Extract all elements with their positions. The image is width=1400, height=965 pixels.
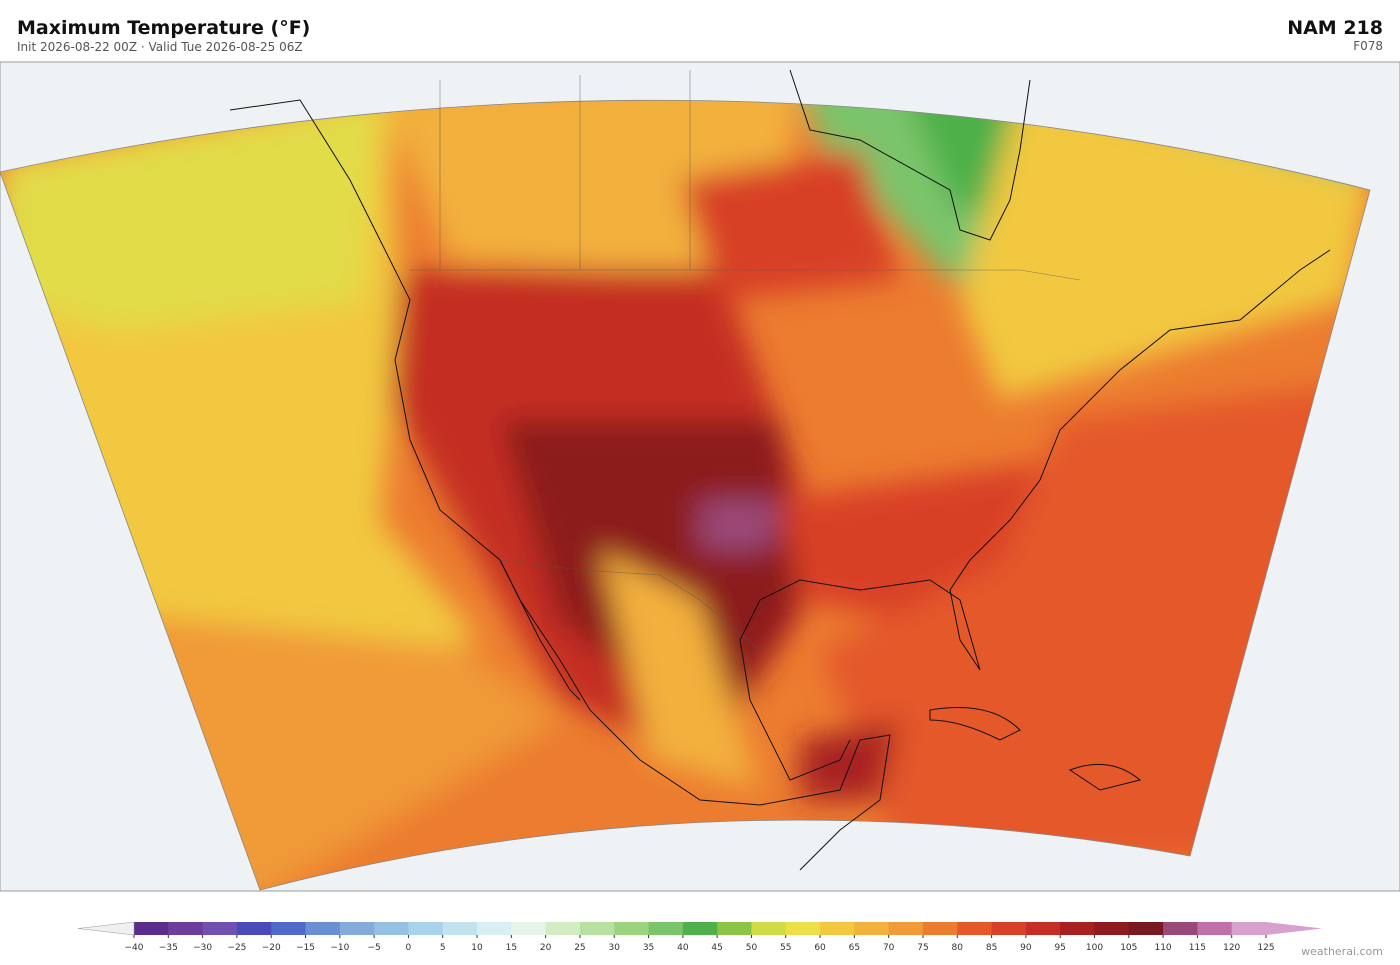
colorbar-tick-label: −20	[262, 943, 281, 953]
colorbar-tick-label: 5	[440, 943, 446, 953]
colorbar-tick-label: 70	[883, 943, 895, 953]
colorbar-bin	[1060, 922, 1095, 935]
colorbar: −40 −35 −30 −25 −20 −15 −10 −5 0 5 10 15 20 25 30 35 40 4…	[77, 921, 1322, 953]
colorbar-tick-label: 100	[1086, 943, 1103, 953]
colorbar-bin	[408, 922, 444, 935]
colorbar-bin	[854, 922, 890, 935]
colorbar-tick-label: 60	[814, 943, 826, 953]
colorbar-tick-label: 20	[540, 943, 552, 953]
colorbar-bin	[1128, 922, 1164, 935]
colorbar-tick-label: 120	[1223, 943, 1240, 953]
colorbar-tick-label: −5	[367, 943, 380, 953]
colorbar-bin	[751, 922, 787, 935]
colorbar-tick-label: 15	[506, 943, 517, 953]
colorbar-tick-label: −10	[330, 943, 349, 953]
colorbar-tick-label: 0	[406, 943, 412, 953]
colorbar-tick-label: 30	[609, 943, 621, 953]
colorbar-tick-label: 85	[986, 943, 997, 953]
colorbar-bin	[785, 922, 821, 935]
colorbar-bin	[991, 922, 1027, 935]
colorbar-bin	[888, 922, 924, 935]
colorbar-bin	[134, 922, 169, 935]
colorbar-bin	[477, 922, 512, 935]
watermark: weatherai.com	[1301, 945, 1383, 958]
colorbar-over	[1266, 922, 1322, 935]
subtitle: Init 2026-08-22 00Z · Valid Tue 2026-08-…	[17, 40, 303, 54]
colorbar-bin	[614, 922, 650, 935]
colorbar-bin	[648, 922, 684, 935]
colorbar-tick-label: 95	[1054, 943, 1065, 953]
colorbar-bin	[1025, 922, 1061, 935]
colorbar-under	[77, 921, 135, 936]
colorbar-bin	[305, 922, 341, 935]
colorbar-bin	[1094, 922, 1130, 935]
colorbar-tick-label: −25	[227, 943, 246, 953]
colorbar-bin	[442, 922, 478, 935]
model: NAM 218	[1287, 17, 1383, 39]
colorbar-tick-label: 90	[1020, 943, 1032, 953]
colorbar-bin	[1163, 922, 1198, 935]
colorbar-bin	[545, 922, 581, 935]
colorbar-bin	[957, 922, 993, 935]
colorbar-bin	[168, 922, 204, 935]
colorbar-bin	[271, 922, 307, 935]
colorbar-tick-label: 105	[1120, 943, 1137, 953]
colorbar-bin	[511, 922, 547, 935]
colorbar-tick-label: 110	[1154, 943, 1171, 953]
colorbar-tick-label: 55	[780, 943, 791, 953]
colorbar-bin	[339, 922, 375, 935]
borders	[410, 70, 1081, 651]
colorbar-bin	[820, 922, 855, 935]
colorbar-tick-label: 35	[643, 943, 654, 953]
colorbar-tick-label: 40	[677, 943, 689, 953]
colorbar-tick-label: 65	[849, 943, 860, 953]
colorbar-bin	[202, 922, 238, 935]
colorbar-bin	[374, 922, 409, 935]
colorbar-bin	[717, 922, 752, 935]
colorbar-tick-label: −35	[159, 943, 178, 953]
colorbar-bin	[1231, 922, 1267, 935]
colorbar-tick-label: 115	[1189, 943, 1206, 953]
colorbar-bin	[579, 922, 615, 935]
colorbar-bin	[922, 922, 958, 935]
colorbar-tick-label: 80	[952, 943, 964, 953]
colorbar-tick-label: 125	[1257, 943, 1274, 953]
colorbar-tick-label: −40	[125, 943, 144, 953]
coastlines	[229, 69, 1331, 871]
colorbar-tick-label: −15	[296, 943, 315, 953]
colorbar-bin	[1197, 922, 1233, 935]
colorbar-tick-label: 25	[574, 943, 585, 953]
colorbar-tick-label: 10	[471, 943, 483, 953]
forecast-hour: F078	[1353, 39, 1383, 53]
colorbar-tick-label: −30	[193, 943, 212, 953]
colorbar-tick-label: 45	[711, 943, 722, 953]
colorbar-tick-label: 75	[917, 943, 928, 953]
colorbar-bin	[682, 922, 718, 935]
title: Maximum Temperature (°F)	[17, 17, 310, 39]
colorbar-bin	[236, 922, 272, 935]
colorbar-tick-label: 50	[746, 943, 758, 953]
